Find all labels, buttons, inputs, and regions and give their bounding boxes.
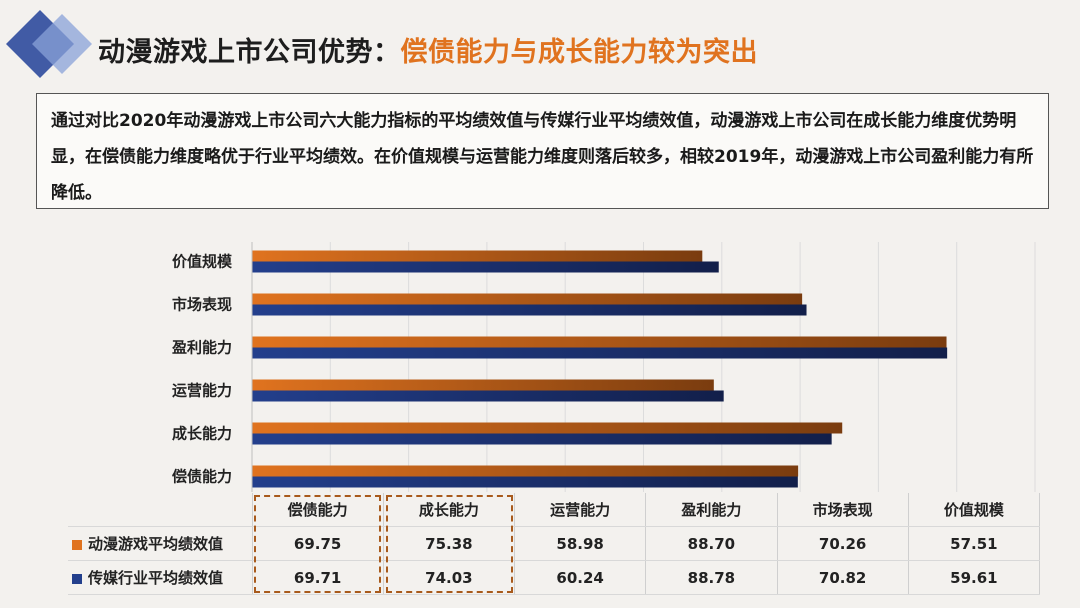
table-header-cell: 市场表现 <box>777 493 909 527</box>
title-prefix: 动漫游戏上市公司优势： <box>98 37 401 68</box>
bar-anime-games <box>252 336 947 348</box>
data-table: 偿债能力 成长能力 运营能力 盈利能力 市场表现 价值规模 动漫游戏平均绩效值 69.75 7… <box>68 493 1041 595</box>
title-decoration <box>6 10 92 78</box>
table-cell: 74.03 <box>383 560 516 595</box>
table-cell: 70.82 <box>777 560 909 595</box>
table-row: 传媒行业平均绩效值 69.71 74.03 60.24 88.78 70.82 59.61 <box>68 560 1041 595</box>
table-cell: 69.75 <box>252 526 384 561</box>
table-header-row: 偿债能力 成长能力 运营能力 盈利能力 市场表现 价值规模 <box>68 493 1041 527</box>
table-header-cell: 运营能力 <box>514 493 647 527</box>
table-header-cell: 价值规模 <box>908 493 1041 527</box>
category-label: 偿债能力 <box>172 468 232 486</box>
table-cell: 75.38 <box>383 526 516 561</box>
table-cell: 57.51 <box>908 526 1041 561</box>
bar-anime-games <box>252 379 714 391</box>
diamond-shape-light <box>32 14 92 74</box>
table-cell: 70.26 <box>777 526 909 561</box>
page-title: 动漫游戏上市公司优势：偿债能力与成长能力较为突出 <box>98 30 758 69</box>
table-header-cell: 偿债能力 <box>252 493 384 527</box>
category-label: 价值规模 <box>172 253 233 271</box>
legend-swatch <box>72 539 82 550</box>
table-cell: 88.70 <box>645 526 778 561</box>
data-table-wrapper: 偿债能力 成长能力 运营能力 盈利能力 市场表现 价值规模 动漫游戏平均绩效值 69.75 7… <box>68 493 1041 608</box>
highlight-box-growth <box>386 495 513 593</box>
row-label-text: 传媒行业平均绩效值 <box>88 569 224 587</box>
summary-box: 通过对比2020年动漫游戏上市公司六大能力指标的平均绩效值与传媒行业平均绩效值，… <box>36 93 1049 209</box>
bar-media-industry <box>252 390 724 402</box>
row-label: 传媒行业平均绩效值 <box>68 560 253 595</box>
bar-media-industry <box>252 304 807 316</box>
legend-swatch <box>72 573 82 584</box>
row-label: 动漫游戏平均绩效值 <box>68 526 253 561</box>
table-corner <box>68 493 253 527</box>
table-cell: 59.61 <box>908 560 1041 595</box>
bar-anime-games <box>252 250 703 262</box>
table-cell: 58.98 <box>514 526 647 561</box>
bar-media-industry <box>252 476 798 488</box>
category-label: 运营能力 <box>172 382 232 400</box>
table-row: 动漫游戏平均绩效值 69.75 75.38 58.98 88.70 70.26 57.51 <box>68 526 1041 561</box>
title-highlight: 偿债能力与成长能力较为突出 <box>400 37 758 68</box>
bar-media-industry <box>252 433 832 445</box>
table-cell: 69.71 <box>252 560 384 595</box>
bar-media-industry <box>252 261 719 273</box>
summary-text: 通过对比2020年动漫游戏上市公司六大能力指标的平均绩效值与传媒行业平均绩效值，… <box>51 111 1034 203</box>
bar-anime-games <box>252 422 843 434</box>
category-label: 市场表现 <box>172 296 232 314</box>
table-header-cell: 成长能力 <box>383 493 516 527</box>
highlight-box-debt <box>254 495 381 593</box>
bar-media-industry <box>252 347 948 359</box>
table-cell: 60.24 <box>514 560 647 595</box>
category-label: 盈利能力 <box>171 339 232 357</box>
row-label-text: 动漫游戏平均绩效值 <box>88 535 224 553</box>
bar-anime-games <box>252 293 803 305</box>
table-cell: 88.78 <box>645 560 778 595</box>
category-label: 成长能力 <box>172 425 232 443</box>
table-header-cell: 盈利能力 <box>645 493 778 527</box>
bar-anime-games <box>252 465 799 477</box>
